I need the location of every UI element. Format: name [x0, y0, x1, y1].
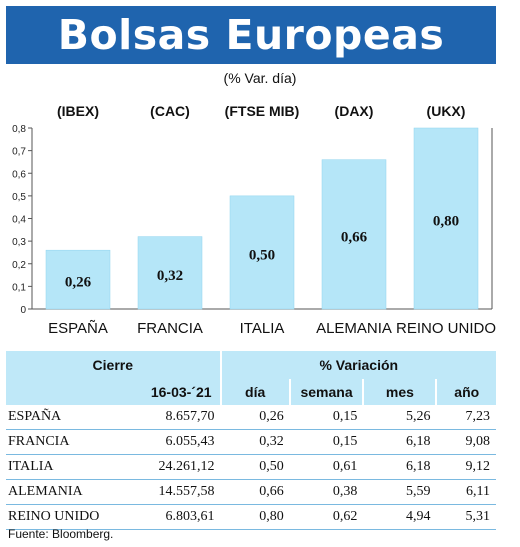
col-ano: año [435, 379, 496, 405]
row-country: REINO UNIDO [6, 504, 133, 530]
cell-dia: 0,50 [220, 454, 290, 480]
cell-mes: 6,18 [363, 454, 437, 480]
row-country: ALEMANIA [6, 479, 133, 505]
bar-value-label: 0,32 [157, 268, 183, 284]
cell-semana: 0,15 [289, 429, 364, 455]
y-tick-label: 0,6 [12, 169, 26, 180]
cell-cierre: 6.803,61 [132, 504, 221, 530]
cell-dia: 0,80 [220, 504, 290, 530]
table-row: FRANCIA 6.055,43 0,32 0,15 6,18 9,08 [6, 429, 496, 455]
cell-semana: 0,62 [289, 504, 364, 530]
col-semana: semana [288, 379, 364, 405]
chart-title: Bolsas Europeas [6, 6, 496, 64]
cell-dia: 0,66 [220, 479, 290, 505]
y-tick-label: 0,4 [12, 215, 26, 226]
y-tick-label: 0,5 [12, 192, 26, 203]
header-date: 16-03-´21 [6, 379, 222, 405]
index-label: (CAC) [150, 103, 190, 119]
y-tick-label: 0,8 [12, 124, 26, 135]
cell-ano: 6,11 [436, 479, 496, 505]
col-mes: mes [362, 379, 437, 405]
y-tick-label: 0,2 [12, 260, 26, 271]
row-country: ITALIA [6, 454, 133, 480]
cell-semana: 0,38 [289, 479, 364, 505]
cell-semana: 0,61 [289, 454, 364, 480]
bar [321, 159, 387, 310]
bar [413, 127, 479, 310]
table-row: REINO UNIDO 6.803,61 0,80 0,62 4,94 5,31 [6, 504, 496, 530]
index-label: (UKX) [427, 103, 466, 119]
source-note: Fuente: Bloomberg. [8, 527, 114, 541]
cell-ano: 9,12 [436, 454, 496, 480]
cell-ano: 9,08 [436, 429, 496, 455]
col-dia: día [220, 379, 290, 405]
cell-cierre: 6.055,43 [132, 429, 221, 455]
cell-mes: 5,26 [363, 405, 437, 430]
category-label: ALEMANIA [316, 320, 392, 337]
row-country: FRANCIA [6, 429, 133, 455]
bar-value-label: 0,50 [249, 247, 275, 263]
y-tick-label: 0,3 [12, 237, 26, 248]
y-tick-label: 0 [20, 305, 26, 316]
row-country: ESPAÑA [6, 405, 133, 430]
cell-ano: 5,31 [436, 504, 496, 530]
category-label: ESPAÑA [48, 320, 108, 337]
category-label: FRANCIA [137, 320, 203, 337]
bar-value-label: 0,66 [341, 229, 368, 245]
y-tick-label: 0,1 [12, 282, 26, 293]
category-label: ITALIA [240, 320, 285, 337]
cell-ano: 7,23 [436, 405, 496, 430]
bar [137, 236, 203, 310]
index-label: (DAX) [335, 103, 374, 119]
table-row: ITALIA 24.261,12 0,50 0,61 6,18 9,12 [6, 454, 496, 480]
cell-dia: 0,26 [220, 405, 290, 430]
cell-mes: 4,94 [363, 504, 437, 530]
category-label: REINO UNIDO [396, 320, 496, 337]
bar [229, 195, 295, 310]
table-row: ESPAÑA 8.657,70 0,26 0,15 5,26 7,23 [6, 405, 496, 430]
bar-value-label: 0,26 [65, 275, 92, 291]
index-label: (IBEX) [57, 103, 99, 119]
cell-cierre: 14.557,58 [132, 479, 221, 505]
chart-subtitle: (% Var. día) [223, 70, 297, 86]
bar-chart: 0 0,1 0,2 0,3 0,4 0,5 0,6 0,7 0,8 0,26 ESPAÑA (IBEX… [12, 103, 496, 337]
y-tick-label: 0,7 [12, 147, 26, 158]
cell-dia: 0,32 [220, 429, 290, 455]
bar [45, 249, 111, 310]
header-cierre: Cierre [6, 351, 222, 379]
bar-value-label: 0,80 [433, 214, 459, 230]
data-table: Cierre % Variación 16-03-´21 día semana … [6, 351, 496, 530]
cell-mes: 6,18 [363, 429, 437, 455]
cell-semana: 0,15 [289, 405, 364, 430]
cell-mes: 5,59 [363, 479, 437, 505]
table-row: ALEMANIA 14.557,58 0,66 0,38 5,59 6,11 [6, 479, 496, 505]
cell-cierre: 8.657,70 [132, 405, 221, 430]
index-label: (FTSE MIB) [225, 103, 300, 119]
header-variacion: % Variación [220, 351, 496, 379]
cell-cierre: 24.261,12 [132, 454, 221, 480]
